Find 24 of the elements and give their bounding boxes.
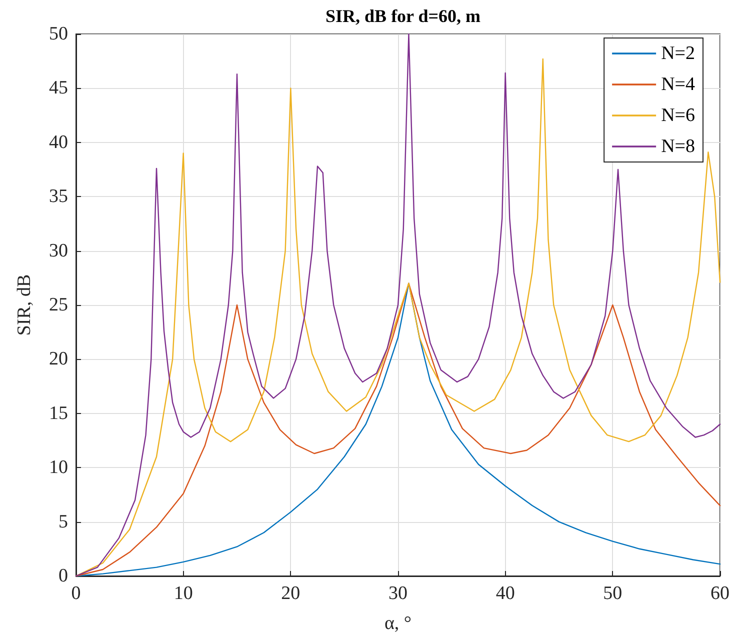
x-tick-label: 10	[174, 583, 193, 604]
y-tick-label: 25	[49, 294, 68, 316]
y-tick-label: 50	[49, 24, 68, 44]
legend-label: N=2	[661, 43, 695, 64]
y-tick-label: 15	[49, 402, 68, 424]
x-tick-label: 20	[281, 583, 300, 604]
legend-label: N=4	[661, 74, 696, 95]
y-tick-label: 10	[49, 457, 68, 478]
x-tick-label: 30	[388, 583, 408, 604]
y-tick-label: 35	[49, 186, 68, 208]
y-tick-label: 30	[49, 240, 68, 262]
y-tick-label: 40	[49, 132, 68, 153]
y-axis-title: SIR, dB	[14, 274, 35, 336]
legend-label: N=6	[661, 105, 695, 126]
x-tick-label: 60	[710, 583, 730, 604]
legend-label: N=8	[661, 136, 695, 157]
x-tick-label: 40	[496, 583, 515, 604]
x-tick-label: 50	[603, 583, 622, 604]
y-tick-label: 5	[58, 511, 68, 532]
x-axis-title: α, °	[384, 613, 412, 634]
y-tick-label: 20	[49, 348, 68, 370]
chart-title: SIR, dB for d=60, m	[326, 6, 480, 26]
y-tick-label: 0	[58, 566, 68, 586]
y-tick-label: 45	[49, 78, 68, 99]
